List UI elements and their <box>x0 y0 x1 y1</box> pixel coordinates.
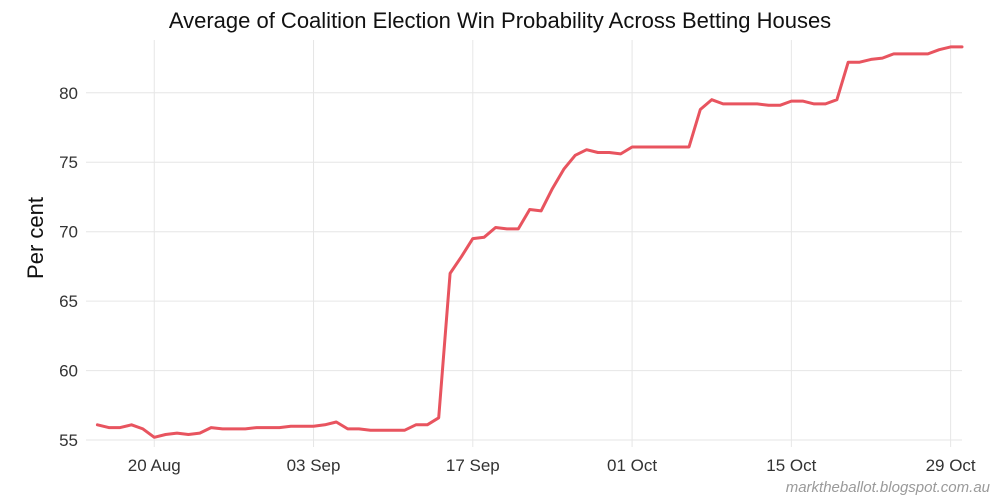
y-axis-ticks: 55 60 65 70 75 80 <box>59 84 78 450</box>
y-tick-label: 65 <box>59 292 78 311</box>
x-tick-label: 01 Oct <box>607 456 657 475</box>
y-tick-label: 80 <box>59 84 78 103</box>
series-line <box>95 45 964 439</box>
x-tick-label: 15 Oct <box>766 456 816 475</box>
x-tick-label: 03 Sep <box>287 456 341 475</box>
grid-layer <box>86 40 962 447</box>
y-tick-label: 60 <box>59 362 78 381</box>
y-tick-label: 55 <box>59 431 78 450</box>
y-tick-label: 70 <box>59 223 78 242</box>
chart-title: Average of Coalition Election Win Probab… <box>169 8 831 33</box>
x-tick-label: 20 Aug <box>128 456 181 475</box>
x-tick-label: 17 Sep <box>446 456 500 475</box>
x-axis-ticks: 20 Aug 03 Sep 17 Sep 01 Oct 15 Oct 29 Oct <box>128 456 976 475</box>
x-tick-label: 29 Oct <box>926 456 976 475</box>
credit-text: marktheballot.blogspot.com.au <box>786 479 991 496</box>
y-tick-label: 75 <box>59 153 78 172</box>
y-axis-label: Per cent <box>23 197 48 279</box>
